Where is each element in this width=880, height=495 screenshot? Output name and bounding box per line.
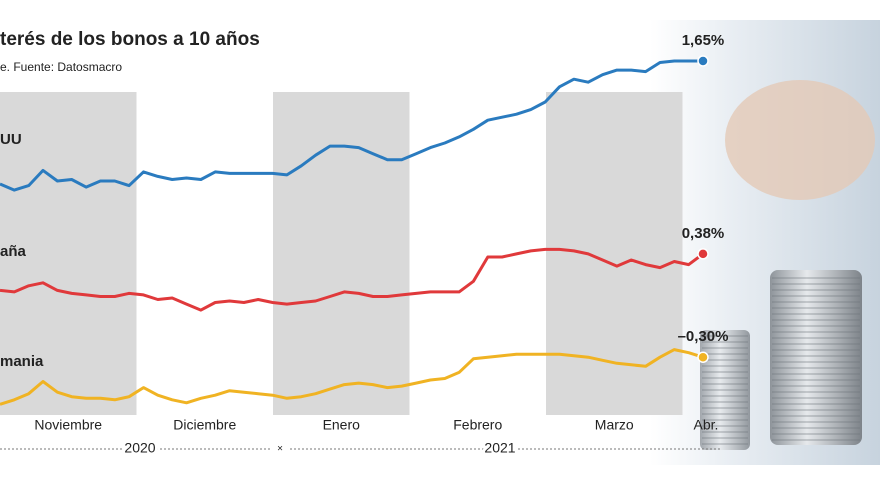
x-tick-label: Marzo [595,417,634,433]
chart-title: terés de los bonos a 10 años [0,29,260,50]
end-point [697,248,709,260]
series-line [0,247,704,312]
x-tick-label: Febrero [453,417,502,433]
month-band [273,92,410,415]
value-label: 1,65% [682,32,725,49]
series-line [0,59,703,192]
x-tick-label: Diciembre [173,417,236,433]
x-tick-label: Enero [323,417,361,433]
x-tick-label: Noviembre [34,417,102,433]
series-name: mania [0,353,44,370]
photo [650,20,880,465]
value-label: 0,38% [682,225,725,242]
month-band [546,92,683,415]
year-label: 2020 [124,440,155,456]
end-point [697,351,709,363]
x-tick-label: Abr. [694,417,719,433]
chart-subtitle: e. Fuente: Datosmacro [0,60,122,74]
year-label: 2021 [484,440,515,456]
series-name: UU [0,131,22,148]
series-line [0,348,704,406]
month-band [0,92,137,415]
year-separator: × [277,444,283,455]
value-label: –0,30% [678,328,729,345]
series-name: aña [0,243,27,260]
end-point [697,55,709,67]
